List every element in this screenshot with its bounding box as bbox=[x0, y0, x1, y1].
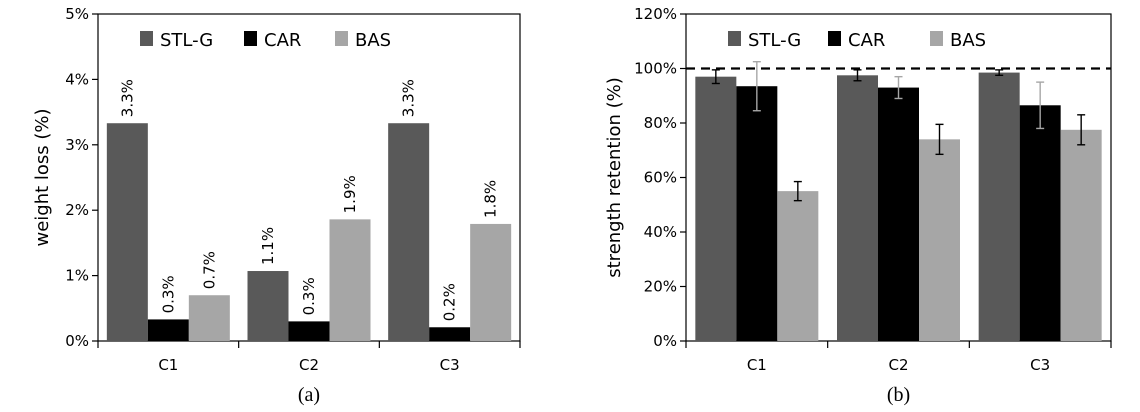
bar-car-c1 bbox=[147, 319, 189, 341]
x-tick-label: C3 bbox=[440, 356, 460, 374]
data-label: 1.8% bbox=[482, 180, 500, 218]
chart-b: 0% 20% 40% 60% 80% 100% 120% C1 C2 C3 strength ret… bbox=[604, 5, 1112, 406]
bar-bas-c2 bbox=[919, 139, 960, 341]
bar-bas-c2 bbox=[329, 219, 371, 341]
bar-stl-g-c3 bbox=[978, 72, 1020, 342]
y-tick-label: 0% bbox=[65, 332, 89, 350]
y-tick-label: 0% bbox=[653, 332, 677, 350]
bar-bas-c1 bbox=[188, 295, 230, 341]
y-tick-label: 60% bbox=[644, 169, 677, 187]
x-tick-label: C1 bbox=[747, 356, 767, 374]
legend-label: BAS bbox=[950, 30, 986, 51]
x-tick-label: C1 bbox=[158, 356, 178, 374]
legend-label: STL-G bbox=[748, 30, 801, 51]
y-tick-label: 40% bbox=[644, 223, 677, 241]
figure-caption: (a) bbox=[298, 384, 320, 406]
y-tick-label: 5% bbox=[65, 5, 89, 23]
legend-label: STL-G bbox=[160, 30, 213, 51]
y-tick-label: 120% bbox=[634, 5, 677, 23]
bar-stl-g-c3 bbox=[388, 123, 430, 341]
data-label: 3.3% bbox=[400, 79, 418, 117]
y-axis-title: strength retention (%) bbox=[604, 77, 625, 278]
legend-label: CAR bbox=[848, 30, 885, 51]
legend-swatch bbox=[828, 31, 841, 46]
figure-caption: (b) bbox=[887, 384, 910, 406]
data-label: 1.9% bbox=[341, 175, 359, 213]
bar-bas-c3 bbox=[1060, 129, 1102, 341]
chart-a: 0% 1% 2% 3% 4% 5% C1 C2 C3 weight loss (%) 3.3% 1.1… bbox=[32, 5, 521, 406]
y-tick-label: 2% bbox=[65, 201, 89, 219]
data-label: 1.1% bbox=[259, 227, 277, 265]
legend-swatch bbox=[244, 31, 257, 46]
legend-swatch bbox=[728, 31, 741, 46]
y-tick-label: 3% bbox=[65, 136, 89, 154]
data-label: 0.7% bbox=[200, 251, 218, 289]
y-tick-label: 4% bbox=[65, 70, 89, 88]
y-axis-title: weight loss (%) bbox=[32, 108, 53, 246]
bar-car-c2 bbox=[878, 87, 919, 341]
y-tick-label: 1% bbox=[65, 267, 89, 285]
legend-swatch bbox=[140, 31, 153, 46]
legend-label: CAR bbox=[264, 30, 301, 51]
data-label: 0.3% bbox=[300, 277, 318, 315]
x-tick-label: C2 bbox=[888, 356, 908, 374]
data-label: 0.2% bbox=[441, 283, 459, 321]
bar-car-c3 bbox=[429, 327, 471, 341]
y-tick-label: 100% bbox=[634, 60, 677, 78]
x-tick-label: C3 bbox=[1030, 356, 1050, 374]
y-tick-label: 20% bbox=[644, 278, 677, 296]
bar-car-c3 bbox=[1019, 105, 1061, 341]
data-label: 3.3% bbox=[118, 79, 136, 117]
bar-car-c2 bbox=[288, 321, 330, 341]
legend-swatch bbox=[930, 31, 943, 46]
bar-stl-g-c2 bbox=[247, 271, 289, 341]
legend-swatch bbox=[335, 31, 348, 46]
y-tick-label: 80% bbox=[644, 114, 677, 132]
bar-stl-g-c1 bbox=[106, 123, 148, 341]
x-tick-label: C2 bbox=[299, 356, 319, 374]
bar-bas-c1 bbox=[777, 191, 819, 341]
bar-car-c1 bbox=[736, 86, 778, 342]
legend-label: BAS bbox=[355, 30, 391, 51]
bar-stl-g-c2 bbox=[837, 75, 878, 341]
bar-stl-g-c1 bbox=[695, 76, 737, 342]
data-label: 0.3% bbox=[159, 275, 177, 313]
bar-bas-c3 bbox=[470, 223, 512, 341]
